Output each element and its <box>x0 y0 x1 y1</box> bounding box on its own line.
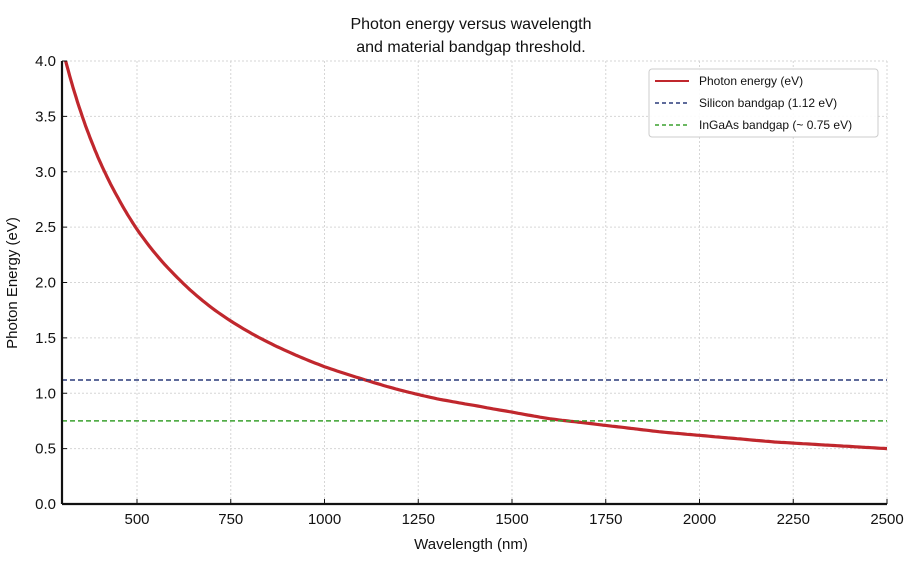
y-tick-label: 1.0 <box>35 385 56 402</box>
y-tick-label: 0.0 <box>35 496 56 513</box>
y-tick-label: 1.5 <box>35 330 56 347</box>
y-axis-label: Photon Energy (eV) <box>4 217 21 349</box>
grid <box>62 60 888 505</box>
y-tick-label: 0.5 <box>35 441 56 458</box>
y-tick-label: 4.0 <box>35 53 56 70</box>
series-group <box>62 61 887 451</box>
x-tick-label: 2000 <box>683 511 716 528</box>
legend: Photon energy (eV) Silicon bandgap (1.12 … <box>648 68 879 138</box>
x-tick-label: 1500 <box>495 511 528 528</box>
y-tick-label: 3.5 <box>35 108 56 125</box>
y-tick-label: 2.0 <box>35 275 56 292</box>
y-tick-label: 2.5 <box>35 219 56 236</box>
x-tick-label: 1750 <box>589 511 622 528</box>
x-tick-label: 750 <box>218 511 243 528</box>
legend-label: InGaAs bandgap (~ 0.75 eV) <box>699 118 852 132</box>
chart-title-line-1: Photon energy versus wavelength <box>350 16 591 33</box>
y-ticks: 0.0 0.5 1.0 1.5 2.0 2.5 3.0 3.5 4.0 <box>35 53 67 513</box>
x-tick-label: 2250 <box>777 511 810 528</box>
x-axis-label: Wavelength (nm) <box>414 536 528 553</box>
legend-box <box>648 68 879 138</box>
series-line-photon-energy <box>63 61 887 451</box>
y-tick-label: 3.0 <box>35 164 56 181</box>
legend-label: Silicon bandgap (1.12 eV) <box>699 96 837 110</box>
x-tick-label: 1000 <box>308 511 341 528</box>
x-tick-label: 1250 <box>402 511 435 528</box>
x-ticks: 500 750 1000 1250 1500 1750 2000 2250 2500 <box>124 499 904 528</box>
legend-label: Photon energy (eV) <box>699 74 803 88</box>
x-tick-label: 500 <box>124 511 149 528</box>
chart-title-line-2: and material bandgap threshold. <box>356 39 586 56</box>
x-tick-label: 2500 <box>870 511 903 528</box>
